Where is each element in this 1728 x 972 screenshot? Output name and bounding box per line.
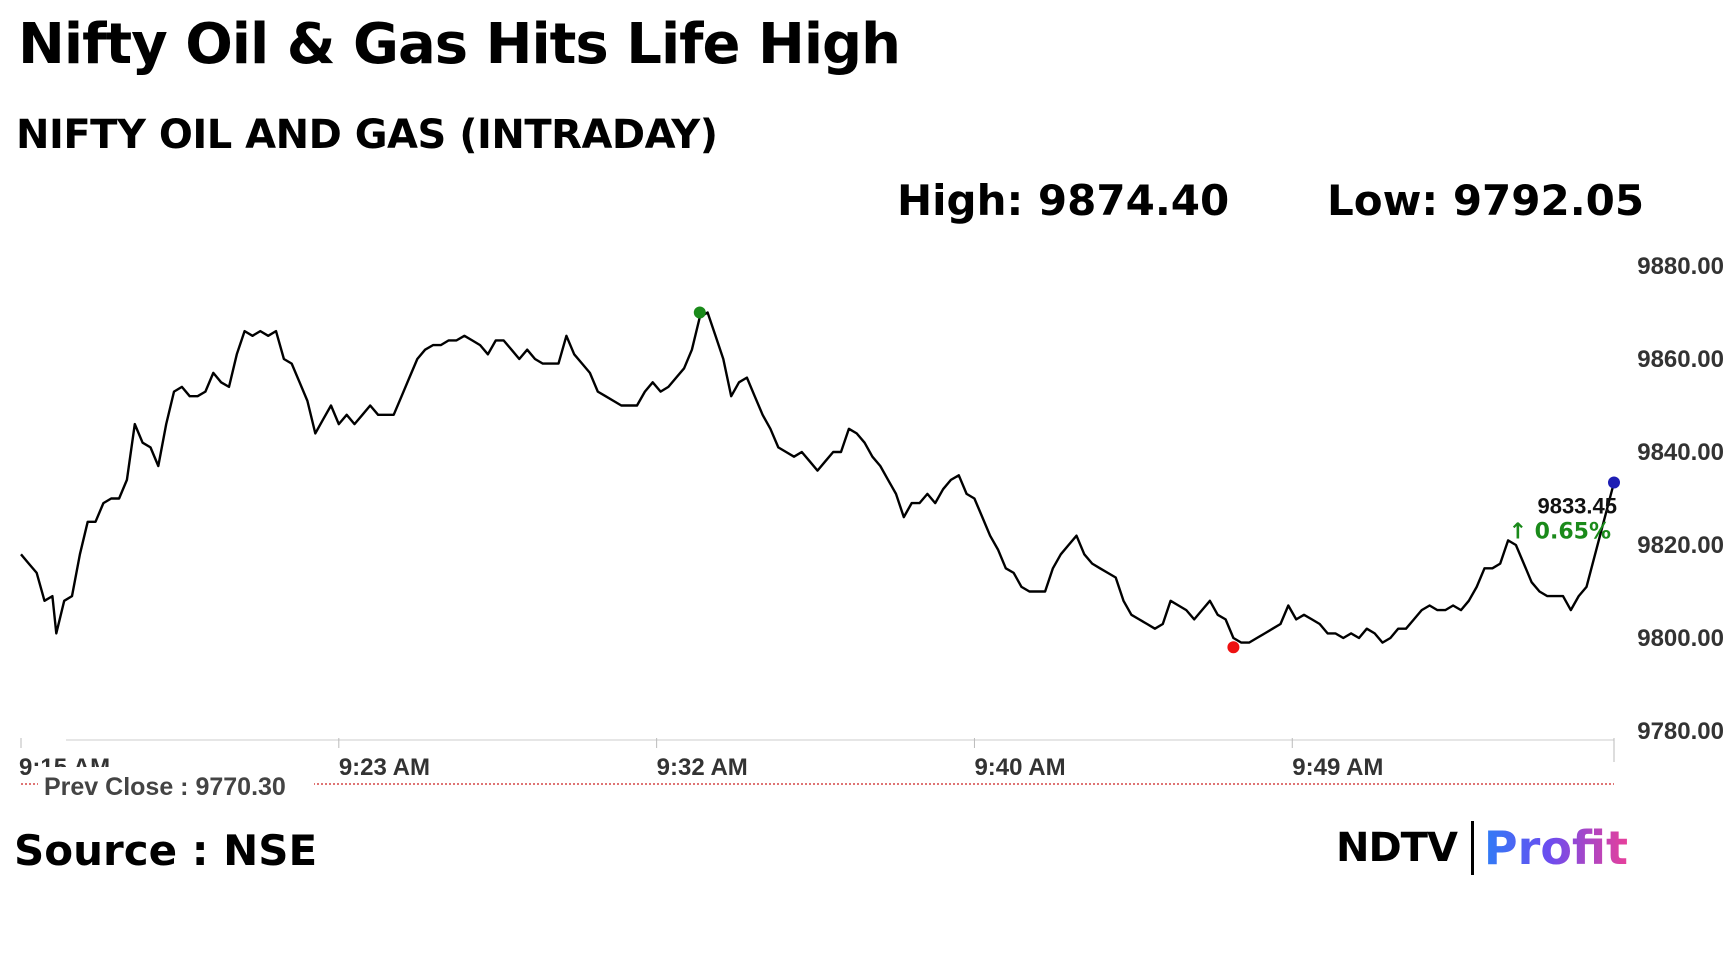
change-label: ↑ 0.65% <box>1509 519 1611 544</box>
logo-profit: Profit <box>1483 821 1629 875</box>
logo-ndtv: NDTV <box>1336 825 1458 871</box>
high-point-marker <box>693 306 706 319</box>
chart-subtitle: NIFTY OIL AND GAS (INTRADAY) <box>16 112 718 158</box>
plot-area <box>20 311 1616 644</box>
y-tick-label: 9860.00 <box>1637 346 1724 373</box>
x-tick-label: 9:40 AM <box>974 754 1065 781</box>
y-tick-label: 9840.00 <box>1637 439 1724 466</box>
source-label: Source : NSE <box>14 826 318 875</box>
low-point-marker <box>1227 641 1240 654</box>
low-value: Low: 9792.05 <box>1327 176 1645 225</box>
headline: Nifty Oil & Gas Hits Life High <box>18 12 901 77</box>
x-tick-label: 9:23 AM <box>339 754 430 781</box>
logo-divider <box>1470 821 1474 875</box>
price-line <box>20 311 1616 644</box>
y-axis: 9880.00 9860.00 9840.00 9820.00 9800.00 9780.… <box>1637 253 1724 745</box>
prev-close-label-backdrop <box>38 768 314 800</box>
ndtv-profit-logo: NDTV Profit <box>1336 818 1628 878</box>
y-tick-label: 9800.00 <box>1637 625 1724 652</box>
markers: 9833.45↑ 0.65% <box>693 306 1620 654</box>
prev-close-label: Prev Close : 9770.30 <box>44 773 286 801</box>
high-value: High: 9874.40 <box>897 176 1230 225</box>
y-tick-label: 9780.00 <box>1637 718 1724 745</box>
y-tick-label: 9880.00 <box>1637 253 1724 280</box>
x-tick-label: 9:49 AM <box>1292 754 1383 781</box>
y-tick-label: 9820.00 <box>1637 532 1724 559</box>
last-point-marker <box>1608 476 1620 489</box>
x-tick-label: 9:32 AM <box>657 754 748 781</box>
prev-close-line: Prev Close : 9770.30 <box>21 767 1614 801</box>
last-value-label: 9833.45 <box>1537 493 1617 518</box>
